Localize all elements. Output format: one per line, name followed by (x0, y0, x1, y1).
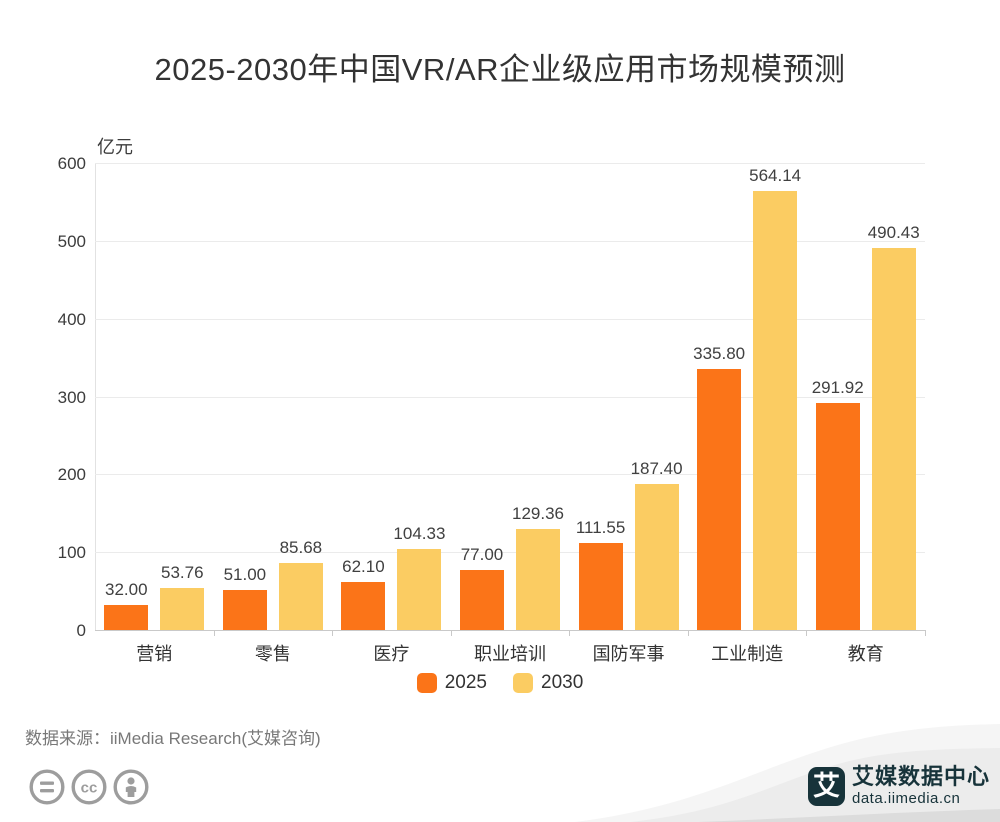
legend-label-2030: 2030 (541, 672, 584, 693)
bar-2030-职业培训[interactable] (516, 529, 560, 630)
bar-2025-医疗[interactable] (341, 581, 386, 630)
brand-text-block: 艾媒数据中心 data.iimedia.cn (852, 764, 990, 808)
x-category-label-国防军事: 国防军事 (592, 644, 665, 664)
value-label-2025-国防军事: 111.55 (575, 518, 626, 538)
value-label-2030-国防军事: 187.40 (630, 459, 683, 479)
x-axis-tick (213, 630, 215, 636)
bar-2025-教育[interactable] (815, 402, 860, 630)
x-axis-tick (687, 630, 689, 636)
value-label-2030-职业培训: 129.36 (512, 504, 564, 524)
bar-2030-工业制造[interactable] (753, 190, 798, 630)
value-label-2025-营销: 32.00 (105, 580, 148, 600)
gridline-400 (95, 318, 925, 320)
legend-swatch-2030 (513, 673, 533, 693)
legend-item-2025[interactable]: 2025 (416, 672, 487, 694)
legend-label-2025: 2025 (444, 672, 487, 693)
chart-legend: 2025 2030 (0, 672, 1000, 694)
plot-area: 32.00 53.76 营销 51.00 85.68 零售 62.10 104.33 医疗 77.… (95, 163, 926, 664)
x-category-label-医疗: 医疗 (373, 644, 410, 664)
bar-2025-职业培训[interactable] (460, 570, 504, 630)
gridline-200 (95, 474, 925, 476)
x-axis-tick (450, 630, 452, 636)
gridline-300 (95, 396, 925, 398)
bar-2025-营销[interactable] (104, 605, 149, 630)
value-label-2025-零售: 51.00 (223, 565, 267, 585)
value-label-2030-营销: 53.76 (161, 563, 204, 583)
value-label-2025-医疗: 62.10 (342, 556, 385, 576)
x-axis-tick (925, 630, 926, 636)
bar-2025-工业制造[interactable] (697, 368, 742, 630)
value-label-2030-医疗: 104.33 (393, 523, 446, 543)
y-tick-label-300: 300 (57, 387, 86, 407)
creative-commons-icon[interactable]: cc (70, 768, 108, 806)
brand-url[interactable]: data.iimedia.cn (852, 790, 961, 807)
y-tick-label-0: 0 (76, 621, 86, 640)
value-label-2025-职业培训: 77.00 (460, 545, 504, 565)
x-category-label-工业制造: 工业制造 (711, 644, 784, 664)
data-source-text: 数据来源：iiMedia Research(艾媒咨询) (25, 729, 321, 748)
x-axis-tick (806, 630, 808, 636)
y-axis-unit-label: 亿元 (97, 137, 133, 157)
bar-2030-零售[interactable] (278, 563, 323, 630)
y-tick-label-400: 400 (57, 309, 86, 329)
gridline-500 (95, 240, 925, 242)
x-axis-tick (332, 630, 334, 636)
bar-2030-国防军事[interactable] (634, 484, 679, 630)
x-category-label-营销: 营销 (136, 644, 173, 664)
x-category-label-职业培训: 职业培训 (474, 644, 546, 664)
value-label-2030-零售: 85.68 (279, 538, 323, 558)
x-axis-tick (569, 630, 571, 636)
equals-license-icon[interactable] (28, 768, 66, 806)
legend-item-2030[interactable]: 2030 (513, 672, 583, 694)
bar-2030-教育[interactable] (871, 248, 916, 630)
legend-swatch-2025 (416, 673, 437, 693)
x-category-label-零售: 零售 (254, 644, 291, 664)
license-icons: cc (28, 768, 150, 806)
y-tick-label-500: 500 (57, 231, 86, 251)
attribution-person-icon[interactable] (112, 768, 150, 806)
gridline-100 (95, 552, 925, 554)
iimedia-logo-glyph: 艾 (813, 771, 840, 801)
bar-2030-医疗[interactable] (397, 548, 442, 630)
bar-2025-国防军事[interactable] (578, 543, 623, 630)
x-category-label-教育: 教育 (847, 644, 884, 664)
bar-2030-营销[interactable] (160, 588, 205, 630)
brand-name: 艾媒数据中心 (852, 764, 991, 789)
value-label-2030-教育: 490.43 (867, 223, 920, 243)
chart-title: 2025-2030年中国VR/AR企业级应用市场规模预测 (154, 52, 846, 87)
svg-text:cc: cc (81, 780, 98, 797)
iimedia-logo-icon: 艾 (808, 767, 845, 806)
gridline-600 (95, 163, 925, 164)
y-tick-label-100: 100 (57, 543, 86, 563)
x-axis-line (95, 630, 925, 631)
value-label-2025-工业制造: 335.80 (693, 343, 746, 363)
iimedia-brand-logo[interactable]: 艾 艾媒数据中心 data.iimedia.cn (808, 764, 990, 808)
y-tick-label-200: 200 (57, 465, 86, 485)
value-label-2030-工业制造: 564.14 (749, 165, 802, 185)
bar-2025-零售[interactable] (222, 590, 267, 630)
value-label-2025-教育: 291.92 (811, 377, 864, 397)
y-tick-label-600: 600 (57, 154, 86, 173)
y-axis-tick-labels: 0 100 200 300 400 500 600 (0, 154, 86, 640)
